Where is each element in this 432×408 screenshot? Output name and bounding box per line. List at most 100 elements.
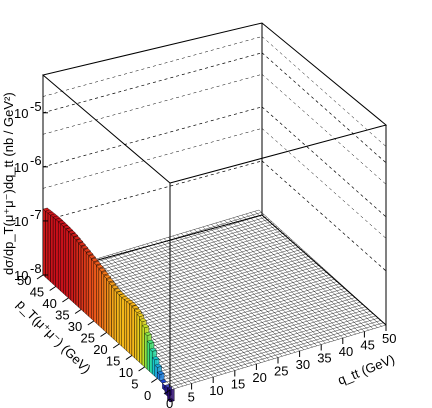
gridline-right-wall [261,52,387,164]
floor-line [219,221,348,337]
bar-top [139,318,147,323]
bar-top [141,324,150,329]
floor-line [215,222,343,339]
floor-line [137,246,266,362]
y-tick-label: 5 [188,390,195,405]
floor-line [148,301,361,366]
floor-line [224,220,352,336]
floor-line [166,317,379,382]
bar-top [90,257,99,262]
floor-line [169,320,381,385]
bar-top [167,398,175,403]
bar-face-front [124,299,127,352]
bar-top [83,248,91,253]
bar [167,387,175,403]
x-tick-label: 50 [17,273,31,288]
floor-line [159,311,371,376]
floor-line [254,211,382,327]
x-tick-label: 40 [42,296,56,311]
gridline-right-wall [261,128,387,239]
bar-face-front [88,255,92,320]
bar-top [144,331,152,336]
z-tick-exponent: -8 [30,261,42,276]
z-tick-label: 10 [14,106,28,121]
bar-face-front [131,306,135,359]
bar [159,379,168,384]
floor-line [141,294,354,359]
gridline-right-wall [261,106,387,218]
bar-face-front [83,249,87,315]
y-tick-label: 25 [274,364,288,379]
floor-line [172,235,300,352]
bar-face-front [50,214,54,285]
bar-top [146,339,155,344]
floor-line [123,278,336,343]
z-tick-exponent: -6 [30,153,42,168]
floor-line [120,251,248,367]
floor-line [258,209,387,326]
bar-face-front [68,231,72,301]
x-tick-label: 0 [144,388,151,403]
bar-top [95,264,104,269]
y-tick-label: 35 [317,351,331,366]
bar-face-front [146,340,150,372]
floor-line [159,239,287,356]
bar-face-front [47,212,51,283]
floor-line [181,233,309,349]
gridline-right-wall [261,160,387,272]
bar-face-front [126,301,130,354]
bar-face-front [136,314,140,363]
floor-line [185,231,313,348]
floor-line [245,213,374,330]
bar-top [154,363,162,368]
bar-face-front [108,282,112,338]
bar-top [103,274,112,279]
floor-line [136,290,348,355]
x-tick [163,389,171,395]
bar-face-front [121,297,125,349]
floor-line [146,243,274,359]
bar-face-front [98,268,102,329]
floor-line [237,216,365,332]
bar-top [62,225,71,230]
floor-line [120,276,333,341]
gridline-left-wall [42,52,263,114]
floor-line [228,218,356,335]
floor-line [194,229,322,345]
x-tick-label: 15 [106,354,120,369]
x-tick [151,378,158,383]
gridline-right-wall [261,74,387,185]
floor-line [150,242,279,358]
floor-line [126,281,338,346]
bar-top [134,308,142,313]
floor-line [161,313,374,378]
y-tick-label: 45 [360,338,374,353]
bar-face-front [129,303,133,356]
x-tick [100,332,107,337]
bar-face-front [144,332,148,370]
floor-line [94,259,222,375]
floor-line [168,237,296,353]
bar-top [65,227,74,232]
bar [156,370,165,382]
floor-line [115,271,328,336]
floor-line [198,228,326,344]
floor-line [156,308,369,373]
bar-top [156,370,165,375]
bar-face-front [42,208,46,278]
floor-line [146,299,359,364]
bars-group [42,207,175,403]
x-tick [138,366,145,372]
floor-line [232,217,361,333]
x-tick-label: 10 [119,365,133,380]
floor-line [113,269,326,334]
bar-face-front [55,218,59,290]
bar-top [93,261,102,266]
gridline-left-wall [42,106,263,168]
bar-face-front [113,289,117,343]
y-tick-label: 50 [382,331,396,346]
bar-top [78,242,86,247]
bar-face-front [106,279,110,336]
floor-line [155,241,283,357]
